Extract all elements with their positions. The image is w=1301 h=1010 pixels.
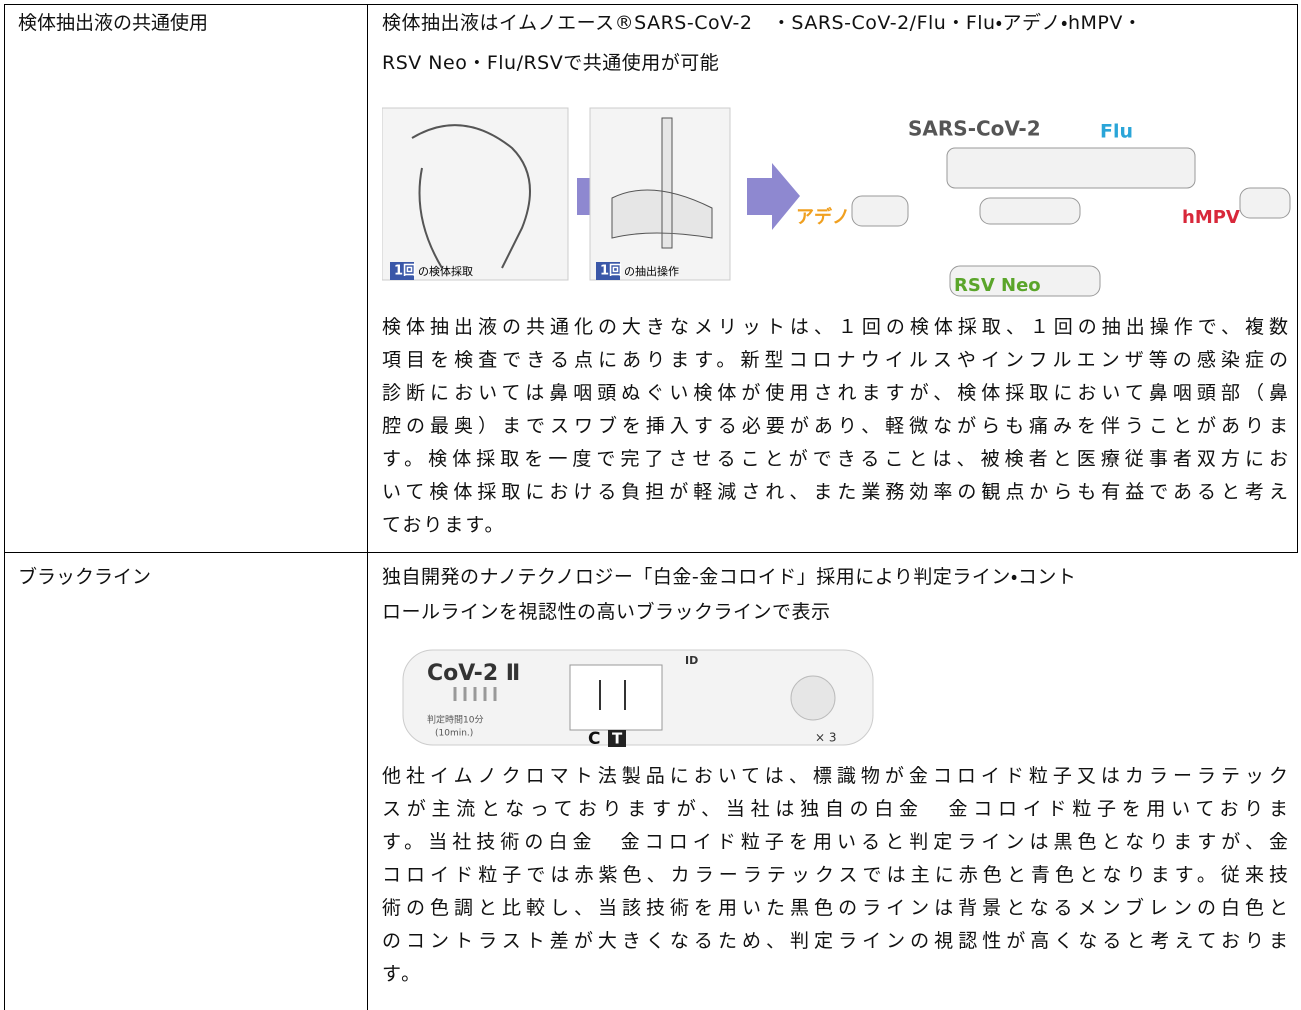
row-body: 検体抽出液の共通化の大きなメリットは、１回の検体採取、１回の抽出操作で、複数 項目…: [382, 311, 1290, 542]
strip-label: (10min.): [435, 729, 473, 739]
badge-text: 1回: [600, 264, 622, 279]
test-device: [851, 195, 909, 227]
text-line: ております。: [382, 514, 506, 536]
badge: [390, 262, 414, 280]
text-line: ロールラインを視認性の高いブラックラインで表示: [382, 601, 831, 623]
face-sketch: [411, 124, 531, 269]
row-label: ブラックライン: [18, 566, 152, 588]
text-line: RSV Neo・Flu/RSVで共通使用が可能: [382, 52, 720, 74]
row-divider: [4, 552, 1298, 553]
product-label: Flu: [1100, 121, 1133, 143]
text-line: 診断においては鼻咽頭ぬぐい検体が使用されますが、検体採取において鼻咽頭部（鼻: [382, 382, 1290, 404]
text-line: コロイド粒子では赤紫色、カラーラテックスでは主に赤色と青色となります。従来技: [382, 864, 1290, 886]
column-divider: [367, 4, 368, 1010]
text-line: 検体抽出液の共通化の大きなメリットは、１回の検体採取、１回の抽出操作で、複数: [382, 316, 1290, 338]
sample-well: [790, 675, 836, 721]
row-body: 他社イムノクロマト法製品においては、標識物が金コロイド粒子又はカラーラテック スが…: [382, 760, 1290, 991]
text-line: 術の色調と比較し、当該技術を用いた黒色のラインは背景となるメンブレンの白色と: [382, 897, 1290, 919]
result-window: [569, 664, 663, 731]
marks: [453, 687, 497, 701]
text-line: 項目を検査できる点にあります。新型コロナウイルスやインフルエンザ等の感染症の: [382, 349, 1290, 371]
test-device: [1239, 187, 1291, 219]
product-label: アデノ: [796, 206, 850, 228]
table-border: [4, 4, 1298, 5]
figure-common-use: 1回 の検体採取 1回 の抽出操作 SARS-CoV-2 Flu アデノ hMP…: [382, 107, 1291, 297]
caption: の抽出操作: [624, 264, 679, 278]
strip-label: 判定時間10分: [427, 714, 483, 726]
text-line: いて検体採取における負担が軽減され、また業務効率の観点からも有益であると考え: [382, 481, 1290, 503]
step-image: [382, 107, 569, 281]
text-line: す。検体採取を一度で完了させることができることは、被検者と医療従事者双方にお: [382, 448, 1290, 470]
strip-label: T: [612, 730, 623, 748]
badge-text: 1回: [394, 264, 416, 279]
strip-label: CoV-2 Ⅱ: [427, 661, 520, 686]
test-device: [979, 197, 1081, 225]
table-border: [4, 4, 5, 1010]
arrow: [747, 163, 800, 230]
caption: の検体採取: [418, 264, 473, 278]
tube-sketch: [611, 117, 713, 249]
text-line: 他社イムノクロマト法製品においては、標識物が金コロイド粒子又はカラーラテック: [382, 765, 1290, 787]
table-border: [1297, 4, 1298, 553]
strip-label: ID: [685, 654, 698, 667]
text-line: 腔の最奥）までスワブを挿入する必要があり、軽微ながらも痛みを伴うことがありま: [382, 415, 1290, 437]
text-line: す。当社技術の白金 金コロイド粒子を用いると判定ラインは黒色となりますが、金: [382, 831, 1290, 853]
figure-black-line: CoV-2 Ⅱ 判定時間10分 (10min.) C T ID × 3: [402, 649, 874, 749]
row-heading: 検体抽出液はイムノエース®SARS-CoV-2 ・SARS-CoV-2/Flu・…: [382, 3, 1290, 83]
text-line: のコントラスト差が大きくなるため、判定ラインの視認性が高くなると考えておりま: [382, 930, 1290, 952]
test-device: [949, 265, 1101, 297]
badge: [596, 262, 620, 280]
strip-label: C: [588, 729, 600, 749]
result-lines: [599, 680, 626, 710]
test-device: [946, 147, 1196, 189]
text-line: スが主流となっておりますが、当社は独自の白金 金コロイド粒子を用いておりま: [382, 798, 1290, 820]
text-line: 検体抽出液はイムノエース®SARS-CoV-2 ・SARS-CoV-2/Flu・…: [382, 12, 1143, 34]
strip-label: × 3: [815, 731, 837, 745]
row-heading: 独自開発のナノテクノロジー「白金-金コロイド」採用により判定ライン・コント ロール…: [382, 560, 1290, 630]
product-label: RSV Neo: [954, 275, 1041, 296]
row-label: 検体抽出液の共通使用: [18, 12, 209, 34]
product-label: hMPV: [1182, 207, 1240, 228]
text-line: す。: [382, 963, 423, 985]
badge: [608, 730, 626, 747]
product-label: SARS-CoV-2: [908, 117, 1041, 141]
text-line: 独自開発のナノテクノロジー「白金-金コロイド」採用により判定ライン・コント: [382, 566, 1077, 588]
